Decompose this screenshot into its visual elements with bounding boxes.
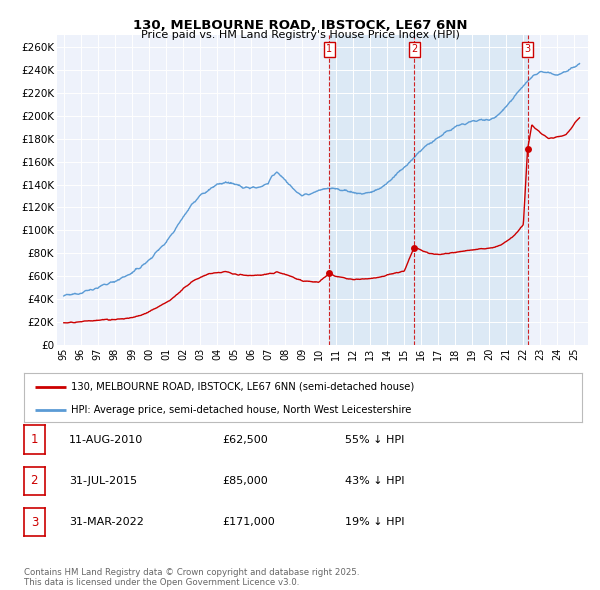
Text: 130, MELBOURNE ROAD, IBSTOCK, LE67 6NN: 130, MELBOURNE ROAD, IBSTOCK, LE67 6NN (133, 19, 467, 32)
Text: £62,500: £62,500 (222, 435, 268, 444)
Text: £171,000: £171,000 (222, 517, 275, 527)
Text: 31-JUL-2015: 31-JUL-2015 (69, 476, 137, 486)
Text: Contains HM Land Registry data © Crown copyright and database right 2025.
This d: Contains HM Land Registry data © Crown c… (24, 568, 359, 587)
Text: £85,000: £85,000 (222, 476, 268, 486)
Text: 3: 3 (524, 44, 530, 54)
Text: 19% ↓ HPI: 19% ↓ HPI (345, 517, 404, 527)
Bar (414, 35, 527, 345)
Text: 55% ↓ HPI: 55% ↓ HPI (345, 435, 404, 444)
Text: 3: 3 (31, 516, 38, 529)
Text: 43% ↓ HPI: 43% ↓ HPI (345, 476, 404, 486)
Text: 1: 1 (326, 44, 332, 54)
Text: 2: 2 (31, 474, 38, 487)
Bar (329, 35, 414, 345)
Text: 130, MELBOURNE ROAD, IBSTOCK, LE67 6NN (semi-detached house): 130, MELBOURNE ROAD, IBSTOCK, LE67 6NN (… (71, 382, 415, 392)
Text: 31-MAR-2022: 31-MAR-2022 (69, 517, 144, 527)
Text: 2: 2 (411, 44, 417, 54)
Text: HPI: Average price, semi-detached house, North West Leicestershire: HPI: Average price, semi-detached house,… (71, 405, 412, 415)
Text: 1: 1 (31, 433, 38, 446)
Text: Price paid vs. HM Land Registry's House Price Index (HPI): Price paid vs. HM Land Registry's House … (140, 30, 460, 40)
Text: 11-AUG-2010: 11-AUG-2010 (69, 435, 143, 444)
